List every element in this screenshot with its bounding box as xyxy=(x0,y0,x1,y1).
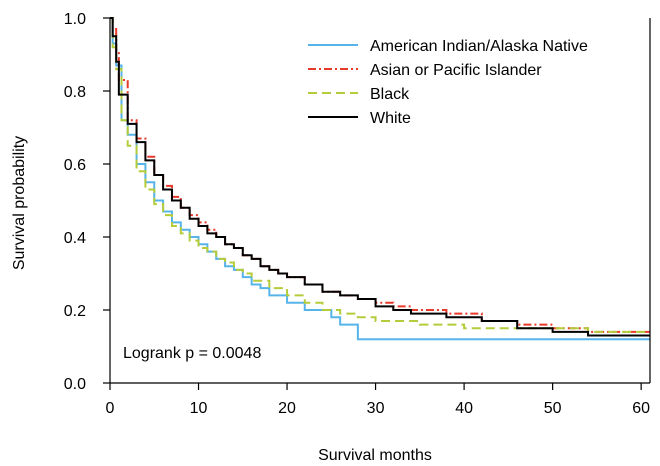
x-tick-label: 60 xyxy=(632,400,650,417)
x-axis-title: Survival months xyxy=(318,447,432,464)
x-tick-label: 20 xyxy=(278,400,296,417)
x-tick-label: 10 xyxy=(190,400,208,417)
legend-label-black: Black xyxy=(370,86,410,103)
series-line-black xyxy=(110,17,650,333)
plot-lines xyxy=(110,17,650,341)
series-line-white xyxy=(110,17,650,337)
y-tick-label: 0.6 xyxy=(64,157,86,174)
y-tick-label: 0.2 xyxy=(64,303,86,320)
logrank-annotation: Logrank p = 0.0048 xyxy=(123,345,261,362)
x-tick-label: 40 xyxy=(455,400,473,417)
y-tick-label: 0.4 xyxy=(64,230,86,247)
y-tick-label: 0.8 xyxy=(64,84,86,101)
y-tick-label: 0.0 xyxy=(64,376,86,393)
y-tick-label: 1.0 xyxy=(64,11,86,28)
x-tick-label: 0 xyxy=(106,400,115,417)
axes: 0 10 20 30 40 50 60 0.0 0.2 0.4 0.6 0.8 1.0 xyxy=(64,11,651,417)
x-tick-label: 30 xyxy=(367,400,385,417)
legend-label-american-indian-alaska-native: American Indian/Alaska Native xyxy=(370,38,588,55)
x-tick-label: 50 xyxy=(544,400,562,417)
legend: American Indian/Alaska Native Asian or Pa… xyxy=(308,38,588,127)
y-axis-title: Survival probability xyxy=(11,136,28,270)
legend-label-asian-or-pacific-islander: Asian or Pacific Islander xyxy=(370,62,542,79)
legend-label-white: White xyxy=(370,110,411,127)
